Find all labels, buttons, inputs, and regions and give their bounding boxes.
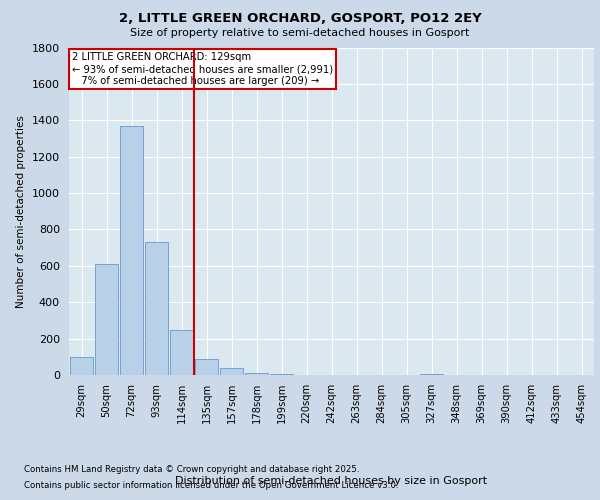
Bar [420, 374, 443, 375]
Text: 2, LITTLE GREEN ORCHARD, GOSPORT, PO12 2EY: 2, LITTLE GREEN ORCHARD, GOSPORT, PO12 2… [119, 12, 481, 26]
Bar [220, 368, 243, 375]
X-axis label: Distribution of semi-detached houses by size in Gosport: Distribution of semi-detached houses by … [175, 476, 488, 486]
Text: 2 LITTLE GREEN ORCHARD: 129sqm
← 93% of semi-detached houses are smaller (2,991): 2 LITTLE GREEN ORCHARD: 129sqm ← 93% of … [71, 52, 333, 86]
Bar [170, 330, 193, 375]
Text: Contains public sector information licensed under the Open Government Licence v3: Contains public sector information licen… [24, 480, 398, 490]
Bar [245, 373, 268, 375]
Bar [95, 264, 118, 375]
Bar [195, 358, 218, 375]
Bar [70, 357, 93, 375]
Bar [270, 374, 293, 375]
Text: Size of property relative to semi-detached houses in Gosport: Size of property relative to semi-detach… [130, 28, 470, 38]
Bar [120, 126, 143, 375]
Bar [145, 242, 168, 375]
Text: Contains HM Land Registry data © Crown copyright and database right 2025.: Contains HM Land Registry data © Crown c… [24, 466, 359, 474]
Y-axis label: Number of semi-detached properties: Number of semi-detached properties [16, 115, 26, 308]
